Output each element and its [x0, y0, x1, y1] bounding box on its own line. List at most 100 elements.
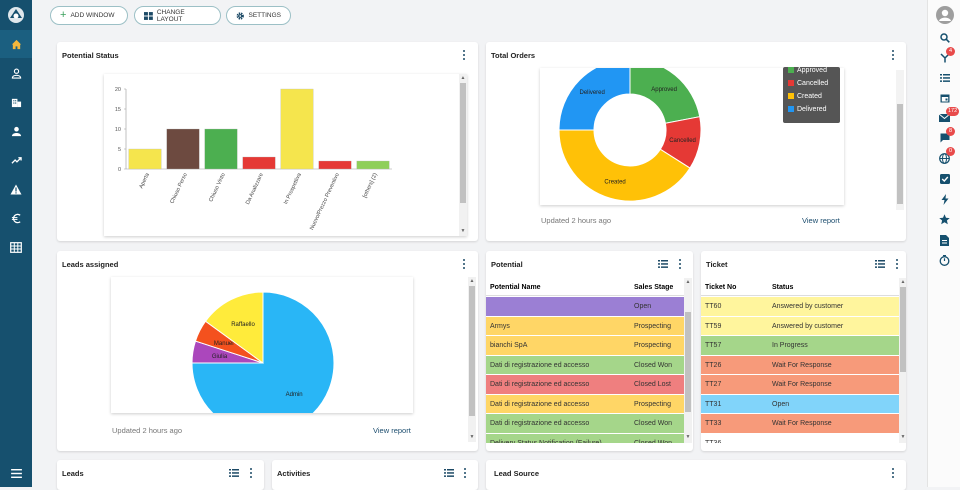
favorites-button[interactable]	[928, 210, 960, 228]
table-scrollbar[interactable]: ▲ ▼	[684, 278, 692, 443]
view-report-link[interactable]: View report	[802, 216, 840, 225]
leads-assigned-card: Leads assigned Admin Giulia Manuel Raffaell…	[57, 251, 478, 451]
nav-finance[interactable]	[0, 204, 32, 232]
y-tick-label: 0	[118, 167, 121, 173]
scroll-up-icon[interactable]: ▲	[460, 75, 466, 81]
home-icon	[11, 39, 21, 49]
pie-slice-label: Approved	[651, 87, 677, 93]
kebab-menu-icon[interactable]	[461, 49, 467, 61]
table-row[interactable]: Delivery Status Notification (Failure) Cl…	[486, 433, 685, 443]
scroll-down-icon[interactable]: ▼	[685, 434, 691, 440]
updated-text: Updated 2 hours ago	[112, 426, 183, 435]
scroll-thumb[interactable]	[685, 312, 691, 412]
nav-menu[interactable]	[0, 459, 32, 487]
calendar-button[interactable]	[928, 89, 960, 107]
nav-contacts[interactable]	[0, 117, 32, 145]
scroll-down-icon[interactable]: ▼	[900, 434, 906, 440]
cell: TT60	[705, 303, 722, 310]
list-button[interactable]	[928, 69, 960, 87]
nav-alerts[interactable]	[0, 175, 32, 203]
app-logo[interactable]	[6, 5, 26, 25]
merge-badge: 4	[946, 47, 955, 56]
scroll-up-icon[interactable]: ▲	[900, 279, 906, 285]
scroll-thumb[interactable]	[469, 286, 475, 416]
search-button[interactable]	[928, 29, 960, 47]
table-row[interactable]: Open	[486, 297, 685, 317]
documents-button[interactable]	[928, 231, 960, 249]
table-row[interactable]: TT33 Wait For Response	[701, 414, 900, 434]
tasks-button[interactable]	[928, 170, 960, 188]
user-avatar[interactable]	[928, 5, 960, 25]
table-row[interactable]: TT59 Answered by customer	[701, 316, 900, 336]
nav-accounts[interactable]	[0, 88, 32, 116]
table-row[interactable]: TT60 Answered by customer	[701, 297, 900, 317]
nav-home[interactable]	[0, 30, 32, 58]
scroll-up-icon[interactable]: ▲	[685, 279, 691, 285]
kebab-menu-icon[interactable]	[890, 467, 896, 479]
change-layout-button[interactable]: CHANGE LAYOUT	[134, 6, 221, 25]
nav-tables[interactable]	[0, 233, 32, 261]
table-row[interactable]: TT57 In Progress	[701, 336, 900, 356]
kebab-menu-icon[interactable]	[894, 258, 900, 270]
card-scrollbar[interactable]: ▲ ▼	[468, 277, 476, 442]
scroll-up-icon[interactable]: ▲	[469, 278, 475, 284]
cell: Wait For Response	[772, 420, 832, 427]
table-row[interactable]: TT31 Open	[701, 394, 900, 414]
nav-users[interactable]	[0, 59, 32, 87]
list-icon[interactable]	[444, 469, 454, 477]
scroll-thumb[interactable]	[460, 83, 466, 203]
kebab-menu-icon[interactable]	[248, 467, 254, 479]
list-icon[interactable]	[658, 260, 668, 268]
legend-item: Approved	[788, 65, 827, 75]
card-title: Potential Status	[62, 51, 119, 60]
euro-icon	[11, 213, 21, 223]
timer-button[interactable]	[928, 251, 960, 269]
table-row[interactable]: Dati di registrazione ed accesso Prospect…	[486, 394, 685, 414]
table-row[interactable]: Armys Prospecting	[486, 316, 685, 336]
scroll-thumb[interactable]	[897, 104, 903, 204]
x-tick-label: Nuovo/Prezzo Preventivo	[309, 172, 341, 231]
x-tick-label: Chiuso Perso	[169, 172, 188, 204]
contact-icon	[11, 126, 21, 136]
calendar-icon	[940, 94, 949, 103]
search-icon	[939, 33, 950, 43]
bar	[166, 128, 200, 170]
bar	[204, 128, 238, 170]
nav-trends[interactable]	[0, 146, 32, 174]
kebab-menu-icon[interactable]	[461, 258, 467, 270]
chat-badge: 8	[946, 127, 955, 136]
table-row[interactable]: TT27 Wait For Response	[701, 375, 900, 395]
settings-button[interactable]: SETTINGS	[226, 6, 291, 25]
table-row[interactable]: TT36	[701, 433, 900, 443]
card-scrollbar[interactable]	[896, 70, 904, 210]
chat-button[interactable]: 8	[928, 127, 960, 147]
card-title: Leads assigned	[62, 260, 119, 269]
list-icon[interactable]	[875, 260, 885, 268]
table-row[interactable]: bianchi SpA Prospecting	[486, 336, 685, 356]
updated-text: Updated 2 hours ago	[541, 216, 612, 225]
view-report-link[interactable]: View report	[373, 426, 411, 435]
globe-button[interactable]: 0	[928, 147, 960, 167]
kebab-menu-icon[interactable]	[890, 49, 896, 61]
table-row[interactable]: Dati di registrazione ed accesso Closed L…	[486, 375, 685, 395]
table-scrollbar[interactable]: ▲ ▼	[899, 278, 906, 443]
table-row[interactable]: Dati di registrazione ed accesso Closed W…	[486, 414, 685, 434]
scroll-down-icon[interactable]: ▼	[469, 434, 475, 440]
scroll-thumb[interactable]	[900, 287, 906, 372]
cell: Dati di registrazione ed accesso	[490, 361, 590, 369]
merge-button[interactable]: 4	[928, 47, 960, 67]
mail-button[interactable]: 172	[928, 107, 960, 127]
flash-button[interactable]	[928, 190, 960, 208]
kebab-menu-icon[interactable]	[677, 258, 683, 270]
scroll-down-icon[interactable]: ▼	[460, 228, 466, 234]
list-icon[interactable]	[229, 469, 239, 477]
bar	[128, 148, 162, 170]
table-row[interactable]: Dati di registrazione ed accesso Closed W…	[486, 355, 685, 375]
column-header-stage: Sales Stage	[634, 284, 674, 291]
add-window-button[interactable]: + ADD WINDOW	[50, 6, 128, 25]
table-icon	[10, 241, 22, 253]
table-row[interactable]: TT26 Wait For Response	[701, 355, 900, 375]
chart-scrollbar[interactable]: ▲ ▼	[459, 74, 467, 236]
pie-slice	[204, 291, 264, 364]
kebab-menu-icon[interactable]	[462, 467, 468, 479]
